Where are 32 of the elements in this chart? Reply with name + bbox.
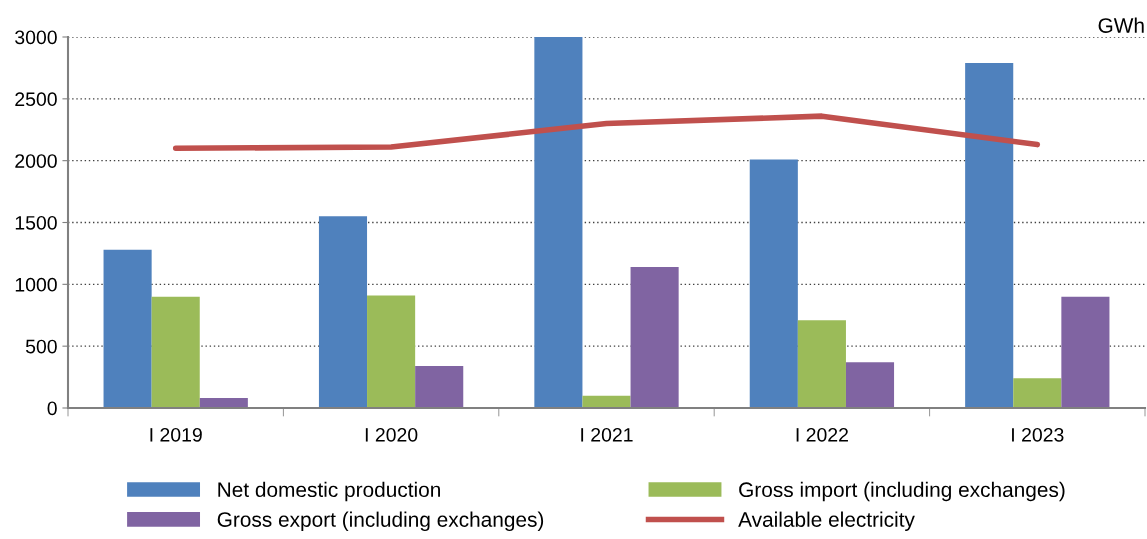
bar — [318, 216, 368, 408]
legend-label: Available electricity — [738, 511, 915, 532]
bar — [367, 295, 416, 408]
bar — [1061, 296, 1110, 408]
bar — [749, 159, 798, 408]
y-tick-label: 2500 — [15, 92, 57, 107]
bar — [845, 362, 895, 408]
y-tick-label: 500 — [25, 339, 57, 354]
y-tick-label: 0 — [47, 401, 57, 416]
y-axis-title: GWh — [1098, 17, 1144, 33]
legend-label: Gross export (including exchanges) — [217, 511, 544, 532]
x-tick-label: I 2023 — [1012, 427, 1064, 442]
x-tick-label: I 2020 — [365, 427, 418, 442]
bar — [199, 398, 248, 408]
y-tick-label: 1000 — [15, 277, 57, 292]
bar — [965, 62, 1014, 408]
bar — [1013, 378, 1062, 408]
legend-label: Net domestic production — [218, 481, 440, 502]
bar — [534, 37, 583, 408]
bar — [415, 365, 464, 408]
bar — [797, 320, 846, 408]
bar — [103, 249, 152, 408]
bar — [151, 296, 200, 408]
y-tick-label: 3000 — [15, 30, 57, 45]
bar — [582, 395, 631, 408]
x-tick-label: I 2022 — [796, 427, 848, 442]
x-tick-label: I 2019 — [150, 427, 202, 442]
legend-label: Gross import (including exchanges) — [739, 481, 1065, 502]
x-tick-label: I 2021 — [581, 427, 633, 442]
y-tick-label: 1500 — [15, 215, 57, 230]
bar — [630, 267, 679, 408]
y-tick-label: 2000 — [15, 154, 57, 168]
